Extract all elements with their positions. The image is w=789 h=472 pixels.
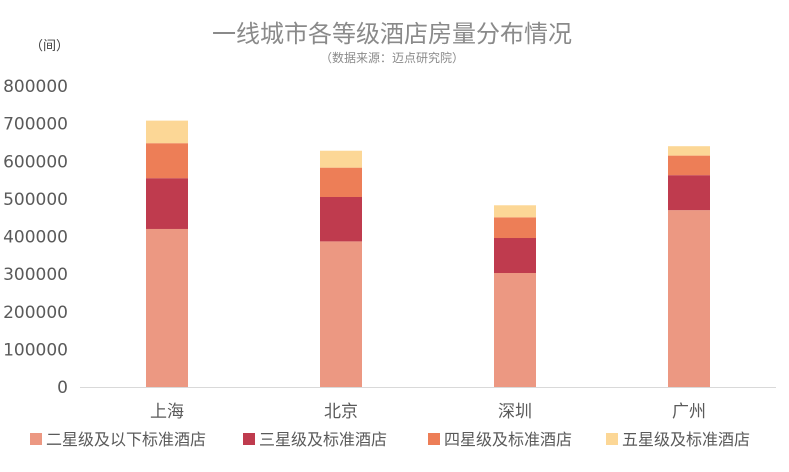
bar-segment-3 — [494, 217, 536, 239]
y-tick-label: 300000 — [3, 265, 68, 285]
bar-segment-3 — [146, 143, 188, 179]
x-category-label: 北京 — [324, 402, 358, 422]
chart-subtitle: （数据来源：迈点研究院） — [320, 50, 464, 65]
y-axis-ticks: 0 100000 200000 300000 400000 500000 600000 700… — [3, 77, 68, 398]
y-tick-label: 400000 — [3, 228, 68, 248]
bar-series-group — [146, 120, 710, 387]
y-tick-label: 700000 — [3, 115, 68, 135]
bar-segment-1 — [146, 228, 188, 387]
y-tick-label: 100000 — [3, 340, 68, 360]
x-category-label: 深圳 — [498, 402, 532, 422]
y-tick-label: 0 — [57, 378, 68, 398]
legend-swatch — [30, 433, 42, 445]
x-category-label: 上海 — [150, 402, 184, 422]
bar-segment-4 — [146, 120, 188, 144]
legend-label: 四星级及标准酒店 — [444, 430, 572, 449]
bar-segment-3 — [320, 167, 362, 197]
y-tick-label: 200000 — [3, 303, 68, 323]
y-tick-label: 600000 — [3, 152, 68, 172]
legend-swatch — [606, 433, 618, 445]
bar-segment-4 — [320, 150, 362, 168]
bar-segment-2 — [668, 175, 710, 211]
chart-title: 一线城市各等级酒店房量分布情况 — [212, 20, 572, 48]
bar-segment-2 — [494, 238, 536, 273]
bar-segment-1 — [668, 210, 710, 387]
legend-label: 三星级及标准酒店 — [259, 430, 387, 449]
bar-segment-3 — [668, 155, 710, 176]
legend-label: 二星级及以下标准酒店 — [46, 430, 206, 449]
legend-swatch — [243, 433, 255, 445]
legend-swatch — [428, 433, 440, 445]
x-category-label: 广州 — [672, 402, 706, 422]
y-axis-unit-label: （间） — [30, 39, 69, 54]
y-tick-label: 800000 — [3, 77, 68, 97]
bar-segment-1 — [494, 272, 536, 387]
legend-label: 五星级及标准酒店 — [622, 430, 750, 449]
legend: 二星级及以下标准酒店 三星级及标准酒店 四星级及标准酒店 五星级及标准酒店 — [30, 430, 750, 449]
y-tick-label: 500000 — [3, 190, 68, 210]
bar-segment-2 — [146, 178, 188, 229]
bar-segment-4 — [494, 205, 536, 218]
bar-segment-4 — [668, 146, 710, 156]
bar-segment-2 — [320, 196, 362, 242]
x-axis-categories: 上海 北京 深圳 广州 — [150, 402, 706, 422]
bar-segment-1 — [320, 241, 362, 387]
